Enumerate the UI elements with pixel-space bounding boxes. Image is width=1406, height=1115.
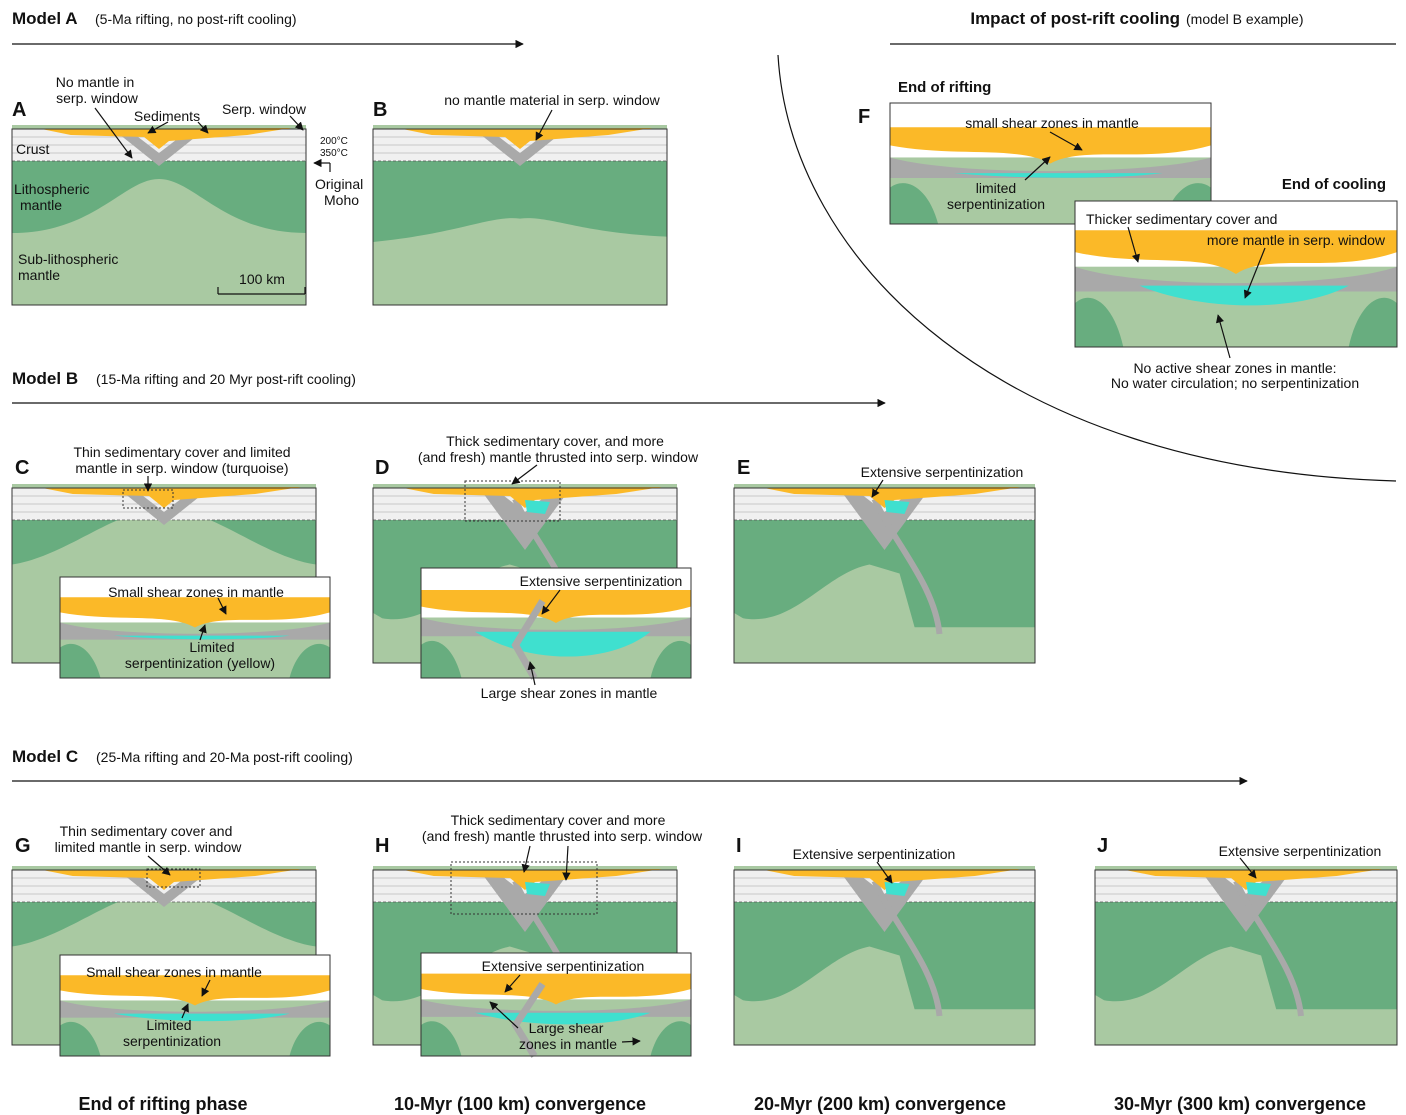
note: serpentinization (yellow)	[125, 655, 275, 671]
note: Thick sedimentary cover and more	[451, 812, 666, 828]
note: No water circulation; no serpentinizatio…	[1111, 375, 1359, 391]
note: Large shear zones in mantle	[481, 685, 658, 701]
panels	[12, 103, 1397, 1056]
note: Extensive serpentinization	[861, 464, 1024, 480]
panel-letter: H	[375, 835, 389, 857]
model-title: Model B	[12, 369, 78, 388]
note: Extensive serpentinization	[793, 846, 956, 862]
note: Extensive serpentinization	[482, 958, 645, 974]
model-subtitle: (25-Ma rifting and 20-Ma post-rift cooli…	[96, 749, 353, 765]
figure: Model A (5-Ma rifting, no post-rift cool…	[0, 0, 1406, 1115]
panel-letter: C	[15, 457, 29, 479]
model-title: Model A	[12, 9, 77, 28]
note: limited mantle in serp. window	[55, 839, 243, 855]
note: Thin sedimentary cover and	[60, 823, 233, 839]
note: serpentinization	[947, 196, 1045, 212]
panel-letter: G	[15, 835, 31, 857]
note: mantle	[20, 197, 62, 213]
section-title: Impact of post-rift cooling	[970, 9, 1180, 28]
note: Limited	[189, 639, 234, 655]
note: zones in mantle	[519, 1036, 617, 1052]
section-subtitle: (model B example)	[1186, 11, 1304, 27]
note: mantle	[18, 267, 60, 283]
note: Limited	[146, 1017, 191, 1033]
scale-label: 100 km	[239, 271, 285, 287]
panel-letter: B	[373, 99, 387, 121]
note: small shear zones in mantle	[965, 115, 1139, 131]
model-subtitle: (5-Ma rifting, no post-rift cooling)	[95, 11, 297, 27]
panel-letter: J	[1097, 835, 1108, 857]
panel-heading: End of cooling	[1282, 176, 1386, 193]
stage-label: 20-Myr (200 km) convergence	[754, 1094, 1006, 1114]
note: mantle in serp. window (turquoise)	[75, 460, 288, 476]
stage-label: End of rifting phase	[79, 1094, 248, 1114]
note: Large shear	[529, 1020, 604, 1036]
note: Sub-lithospheric	[18, 251, 118, 267]
note: limited	[976, 180, 1016, 196]
note: Extensive serpentinization	[520, 573, 683, 589]
note: more mantle in serp. window	[1207, 232, 1386, 248]
note: Original	[315, 176, 363, 192]
note: No mantle in	[56, 74, 135, 90]
note: (and fresh) mantle thrusted into serp. w…	[422, 828, 703, 844]
note: serpentinization	[123, 1033, 221, 1049]
note: Lithospheric	[14, 181, 90, 197]
note: Crust	[16, 141, 50, 157]
panel-letter: I	[736, 835, 742, 857]
note: Moho	[324, 192, 359, 208]
note: Small shear zones in mantle	[86, 964, 262, 980]
note: Extensive serpentinization	[1219, 843, 1382, 859]
note: No active shear zones in mantle:	[1133, 360, 1336, 376]
note: 200°C	[320, 136, 348, 147]
note: Thick sedimentary cover, and more	[446, 433, 664, 449]
panel-letter: D	[375, 457, 389, 479]
panel-heading: End of rifting	[898, 79, 991, 96]
panel-letter: F	[858, 106, 870, 128]
stage-label: 10-Myr (100 km) convergence	[394, 1094, 646, 1114]
note: Sediments	[134, 108, 200, 124]
note: 350°C	[320, 148, 348, 159]
note: Serp. window	[222, 101, 307, 117]
panel-letter: E	[737, 457, 750, 479]
note: Small shear zones in mantle	[108, 584, 284, 600]
model-subtitle: (15-Ma rifting and 20 Myr post-rift cool…	[96, 371, 356, 387]
note: no mantle material in serp. window	[444, 92, 660, 108]
model-title: Model C	[12, 747, 78, 766]
panel-letter: A	[12, 99, 26, 121]
note: (and fresh) mantle thrusted into serp. w…	[418, 449, 699, 465]
stage-label: 30-Myr (300 km) convergence	[1114, 1094, 1366, 1114]
note: serp. window	[56, 90, 139, 106]
note: Thicker sedimentary cover and	[1086, 211, 1277, 227]
note: Thin sedimentary cover and limited	[73, 444, 290, 460]
